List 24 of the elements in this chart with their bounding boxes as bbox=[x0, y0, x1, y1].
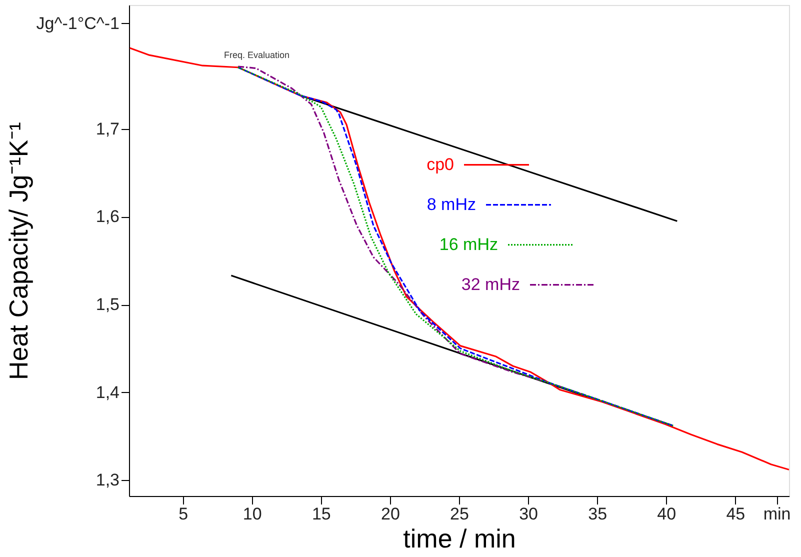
legend-label: 32 mHz bbox=[461, 274, 520, 294]
x-tick-label: 30 bbox=[519, 504, 538, 524]
x-tick-label: 40 bbox=[657, 504, 676, 524]
legend-label: 8 mHz bbox=[426, 194, 476, 214]
x-axis-title: time / min bbox=[403, 524, 516, 554]
x-tick-label: min bbox=[763, 504, 791, 524]
legend-label: cp0 bbox=[426, 154, 454, 174]
x-tick-label: 20 bbox=[381, 504, 400, 524]
y-tick-label: Jg^-1°C^-1 bbox=[36, 14, 120, 33]
x-tick-label: 25 bbox=[450, 504, 469, 524]
x-tick-label: 15 bbox=[312, 504, 331, 524]
y-axis-title: Heat Capacity/ Jg⁻¹K⁻¹ bbox=[3, 122, 34, 380]
y-tick-label: 1,3 bbox=[96, 470, 120, 490]
y-tick-label: 1,5 bbox=[96, 295, 120, 314]
y-tick-label: 1,4 bbox=[96, 382, 120, 402]
x-tick-label: 35 bbox=[588, 504, 608, 524]
y-tick-label: 1,6 bbox=[96, 207, 120, 226]
line-series bbox=[129, 47, 789, 470]
x-tick-label: 10 bbox=[242, 504, 262, 524]
y-tick-label: 1,7 bbox=[96, 119, 120, 138]
legend-label: 16 mHz bbox=[439, 234, 498, 254]
x-tick-label: 45 bbox=[726, 504, 746, 524]
annotation: Freq. Evaluation bbox=[224, 50, 290, 60]
x-tick-label: 5 bbox=[178, 504, 188, 524]
